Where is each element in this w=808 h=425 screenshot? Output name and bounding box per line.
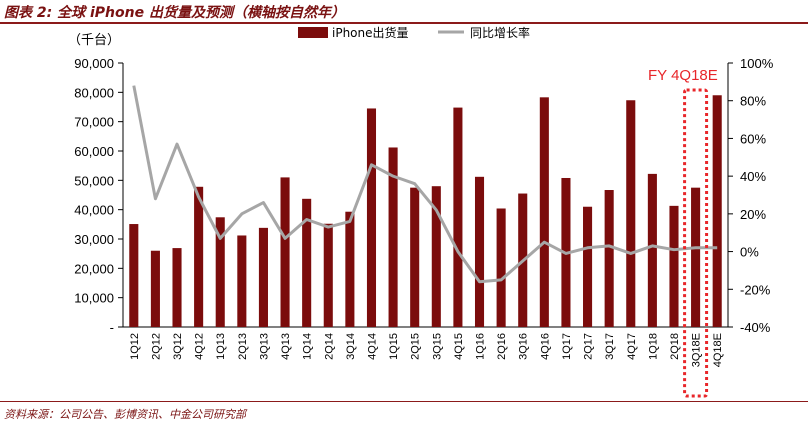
shipment-bar [366, 108, 377, 327]
shipment-bar [691, 187, 701, 327]
shipment-bar [647, 173, 657, 327]
legend-bar-label: iPhone出货量 [332, 25, 409, 40]
shipment-bar [345, 211, 355, 327]
shipment-bar [280, 177, 290, 327]
shipment-bar [150, 250, 160, 327]
legend-line-label: 同比增长率 [470, 25, 530, 40]
y-left-tick-label: 20,000 [74, 261, 114, 276]
x-tick-label: 3Q17 [604, 333, 616, 360]
x-tick-label: 3Q18E [691, 333, 703, 367]
shipment-bar [258, 227, 268, 327]
shipment-bar [626, 100, 636, 328]
legend: iPhone出货量 同比增长率 [298, 25, 530, 40]
x-tick-label: 2Q18 [669, 333, 681, 360]
x-tick-label: 4Q13 [280, 333, 292, 360]
x-tick-label: 2Q13 [237, 333, 249, 360]
x-tick-label: 4Q14 [366, 333, 378, 360]
shipment-bar [410, 187, 420, 327]
x-tick-label: 3Q14 [345, 333, 357, 360]
shipment-bar [172, 248, 182, 327]
y-right-tick-label: 40% [740, 169, 766, 184]
x-tick-label: 3Q12 [172, 333, 184, 360]
legend-bar-swatch [298, 27, 328, 38]
shipment-chart: （千台） iPhone出货量 同比增长率 - 10,000 20,000 30,000… [68, 25, 774, 398]
figure-title: 图表 2: 全球 iPhone 出货量及预测（横轴按自然年） [4, 5, 345, 21]
y-unit-label: （千台） [68, 33, 120, 48]
title-rule [0, 22, 808, 24]
shipment-bar [712, 95, 722, 328]
growth-line-series [132, 85, 718, 284]
x-tick-label: 1Q17 [561, 333, 573, 360]
y-right-tick-label: -40% [740, 320, 771, 335]
x-tick-label: 4Q12 [194, 333, 206, 360]
x-tick-label: 3Q13 [258, 333, 270, 360]
y-left-tick-label: 60,000 [74, 144, 114, 159]
x-tick-label: 2Q16 [496, 333, 508, 360]
x-tick-label: 1Q18 [647, 333, 659, 360]
x-tick-label: 4Q17 [626, 333, 638, 360]
y-left-tick-label: 50,000 [74, 173, 114, 188]
shipment-bar [129, 224, 139, 327]
y-left-tick-label: 90,000 [74, 56, 114, 71]
y-left-tick-label: - [110, 320, 114, 335]
y-left-tick-label: 30,000 [74, 232, 114, 247]
x-tick-label: 1Q13 [215, 333, 227, 360]
shipment-bar [237, 235, 247, 327]
shipment-bar [431, 186, 441, 327]
x-tick-label: 2Q12 [150, 333, 162, 360]
x-axis-labels: 1Q12 2Q12 3Q12 4Q12 1Q13 2Q13 3Q13 4Q13 1Q14 2Q14… [129, 333, 724, 367]
bar-series [129, 95, 722, 328]
shipment-bar [302, 198, 312, 327]
shipment-bar [604, 190, 614, 327]
forecast-callout-label: FY 4Q18E [648, 67, 718, 84]
y-right-tick-label: 100% [740, 56, 774, 71]
x-tick-label: 4Q16 [539, 333, 551, 360]
x-tick-label: 2Q15 [410, 333, 422, 360]
x-tick-label: 2Q14 [323, 333, 335, 360]
x-tick-label: 1Q14 [302, 333, 314, 360]
x-tick-label: 1Q12 [129, 333, 141, 360]
y-left-tick-label: 80,000 [74, 85, 114, 100]
y-right-tick-label: 20% [740, 207, 766, 222]
x-tick-label: 3Q15 [431, 333, 443, 360]
source-rule [0, 401, 808, 402]
y-left-tick-label: 70,000 [74, 115, 114, 130]
shipment-bar [194, 186, 204, 327]
x-tick-label: 1Q15 [388, 333, 400, 360]
y-right-tick-label: 0% [740, 245, 759, 260]
source-note: 资料来源：公司公告、彭博资讯、中金公司研究部 [4, 408, 246, 421]
shipment-bar [539, 97, 549, 327]
x-tick-label: 1Q16 [475, 333, 487, 360]
y-right-tick-label: -20% [740, 282, 771, 297]
y-left-tick-label: 10,000 [74, 291, 114, 306]
shipment-bar [388, 147, 398, 327]
y-right-tick-label: 80% [740, 94, 766, 109]
shipment-bar [453, 107, 463, 327]
forecast-highlight-box [683, 88, 709, 398]
x-tick-label: 2Q17 [583, 333, 595, 360]
growth-rate-line [132, 85, 718, 284]
x-tick-label: 4Q18E [712, 333, 724, 367]
shipment-bar [669, 205, 679, 327]
shipment-bar [323, 223, 333, 327]
shipment-bar [474, 176, 485, 327]
shipment-bar [496, 208, 506, 327]
x-tick-label: 3Q16 [518, 333, 530, 360]
y-left-tick-label: 40,000 [74, 203, 114, 218]
shipment-bar [583, 206, 593, 327]
x-tick-label: 4Q15 [453, 333, 465, 360]
shipment-bar [215, 217, 225, 327]
y-right-tick-label: 60% [740, 131, 766, 146]
forecast-callout: FY 4Q18E [648, 67, 718, 398]
